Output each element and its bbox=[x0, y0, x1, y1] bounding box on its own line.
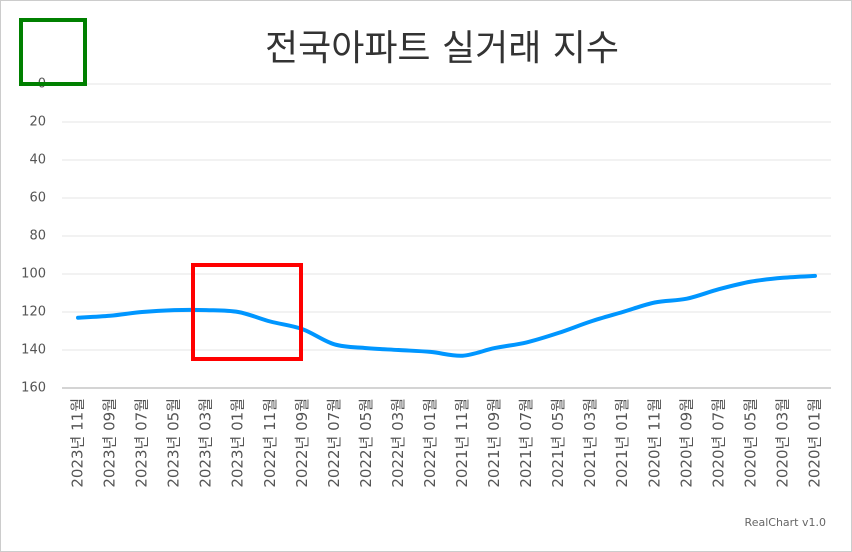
x-tick-label: 2023년 05월 bbox=[165, 398, 183, 488]
x-tick-label: 2020년 09월 bbox=[677, 398, 695, 488]
x-tick-label: 2020년 03월 bbox=[773, 398, 791, 488]
x-tick-label: 2020년 05월 bbox=[741, 398, 759, 488]
x-tick-label: 2020년 11월 bbox=[645, 398, 663, 488]
x-tick-label: 2023년 03월 bbox=[197, 398, 215, 488]
x-tick-label: 2021년 09월 bbox=[485, 398, 503, 488]
y-tick-label: 40 bbox=[29, 153, 46, 168]
x-tick-label: 2020년 01월 bbox=[805, 398, 823, 488]
x-tick-label: 2023년 01월 bbox=[229, 398, 247, 488]
y-tick-label: 80 bbox=[29, 229, 46, 244]
y-tick-label: 20 bbox=[29, 115, 46, 130]
highlight-box bbox=[191, 263, 303, 361]
chart-title: 전국아파트 실거래 지수 bbox=[265, 28, 619, 69]
x-tick-label: 2021년 07월 bbox=[517, 398, 535, 488]
x-tick-label: 2021년 03월 bbox=[581, 398, 599, 488]
x-tick-label: 2022년 11월 bbox=[261, 398, 279, 488]
x-tick-label: 2020년 07월 bbox=[709, 398, 727, 488]
credits: RealChart v1.0 bbox=[745, 516, 826, 529]
y-tick-label: 160 bbox=[21, 381, 46, 396]
x-tick-label: 2022년 09월 bbox=[293, 398, 311, 488]
data-line bbox=[76, 273, 817, 358]
x-tick-label: 2022년 07월 bbox=[325, 398, 343, 488]
y-tick-label: 140 bbox=[21, 343, 46, 358]
x-tick-label: 2021년 01월 bbox=[613, 398, 631, 488]
y-tick-label: 100 bbox=[21, 267, 46, 282]
x-tick-label: 2021년 05월 bbox=[549, 398, 567, 488]
x-tick-label: 2022년 05월 bbox=[357, 398, 375, 488]
x-tick-label: 2022년 01월 bbox=[421, 398, 439, 488]
x-tick-label: 2023년 07월 bbox=[133, 398, 151, 488]
y-tick-label: 60 bbox=[29, 191, 46, 206]
x-tick-label: 2023년 11월 bbox=[69, 398, 87, 488]
y-tick-label: 120 bbox=[21, 305, 46, 320]
x-tick-label: 2021년 11월 bbox=[453, 398, 471, 488]
x-tick-label: 2022년 03월 bbox=[389, 398, 407, 488]
highlight-box bbox=[19, 18, 87, 86]
x-tick-label: 2023년 09월 bbox=[101, 398, 119, 488]
